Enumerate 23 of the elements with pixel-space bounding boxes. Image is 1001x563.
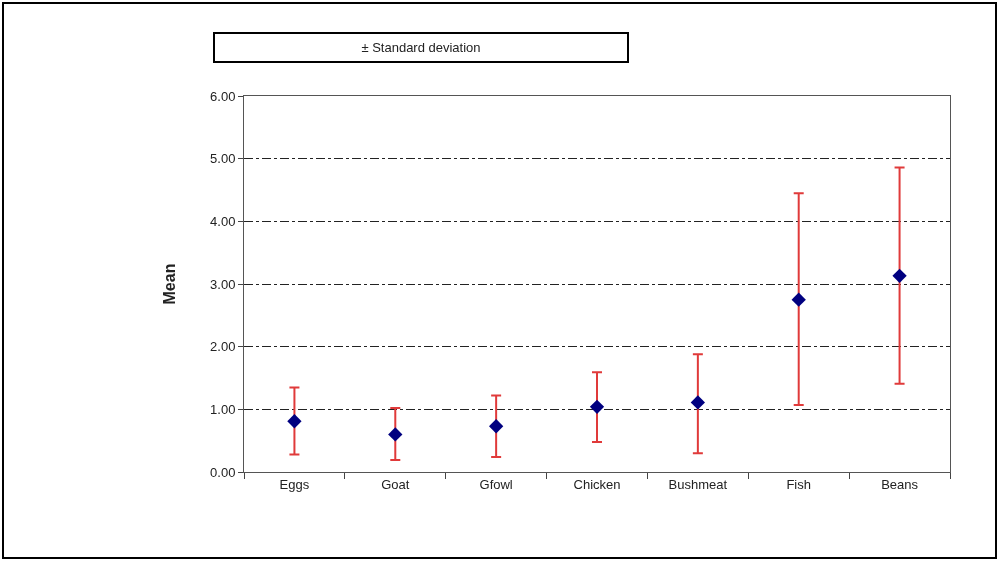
y-tick-label: 3.00 <box>210 276 236 292</box>
x-tick-label: Eggs <box>279 476 310 492</box>
point <box>488 419 504 434</box>
text: ± Standard deviation <box>361 40 481 55</box>
point <box>589 399 605 414</box>
point <box>892 268 907 283</box>
x-tick-label: Bushmeat <box>668 476 728 492</box>
x-tick-label: Gfowl <box>479 476 513 492</box>
point <box>791 292 806 307</box>
point <box>690 395 706 410</box>
y-axis-title: Mean <box>160 263 178 305</box>
y-tick-label: 2.00 <box>210 339 236 355</box>
y-tick-label: 0.00 <box>210 464 236 480</box>
y-tick-label: 1.00 <box>210 401 236 417</box>
y-tick-label: 6.00 <box>210 88 236 104</box>
x-tick-label: Beans <box>881 476 919 492</box>
y-tick-label: 5.00 <box>210 151 236 167</box>
x-tick-label: Fish <box>786 476 811 492</box>
x-tick-label: Goat <box>381 476 410 492</box>
point <box>388 427 403 442</box>
y-tick-label: 4.00 <box>210 213 236 229</box>
x-tick-label: Chicken <box>573 476 621 492</box>
point <box>287 414 302 429</box>
